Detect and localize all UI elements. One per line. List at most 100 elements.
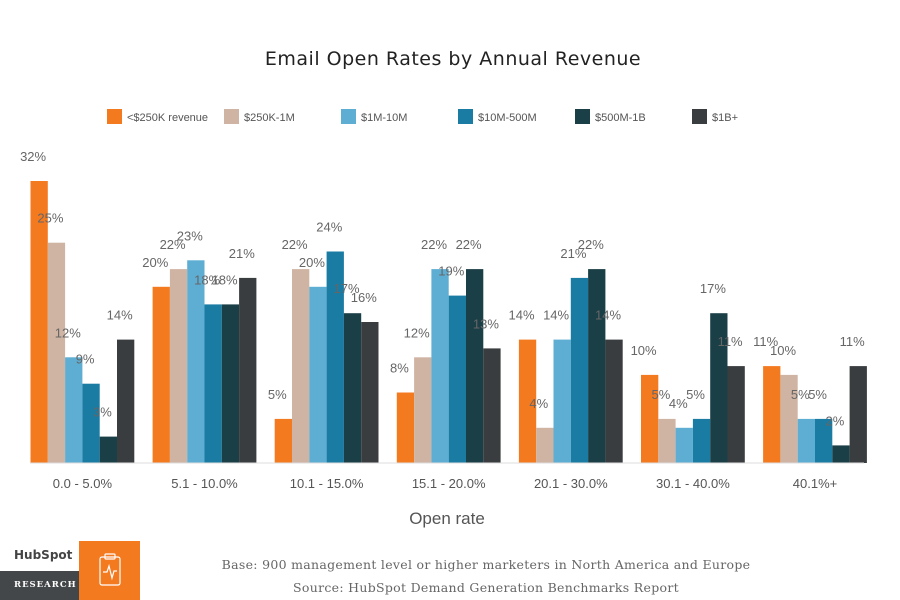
value-label-250k-1m-2: 22% <box>160 237 186 252</box>
value-label-1m-10m-2: 23% <box>177 228 203 243</box>
value-label-10m-500m-2: 18% <box>194 272 220 287</box>
bar-500m-1b-4 <box>466 269 484 463</box>
clipboard-icon <box>99 553 121 586</box>
bar-250k-1m-7 <box>780 374 798 463</box>
x-tick-label-6: 30.1 - 40.0% <box>656 476 730 491</box>
value-label-1m-10m-5: 14% <box>543 308 569 323</box>
bar-1m-10m-4 <box>431 269 449 463</box>
value-label-250k-revenue-2: 20% <box>142 255 168 270</box>
value-label-250k-1m-1: 25% <box>37 211 63 226</box>
value-label-1b-6: 11% <box>718 334 743 349</box>
bar-1b-2 <box>239 277 257 463</box>
bar-10m-500m-3 <box>326 251 344 463</box>
bar-250k-revenue-3 <box>274 418 292 463</box>
value-label-250k-1m-5: 4% <box>529 396 548 411</box>
bar-500m-1b-2 <box>221 304 240 463</box>
value-label-1b-1: 14% <box>107 308 133 323</box>
value-label-250k-revenue-7: 11% <box>753 334 778 349</box>
x-axis-ticks: 0.0 - 5.0% 5.1 - 10.0% 10.1 - 15.0% 15.1 - … <box>53 476 837 491</box>
value-label-10m-500m-3: 24% <box>316 220 342 235</box>
legend-swatch-10m-500m <box>458 109 473 124</box>
bar-1b-4 <box>483 348 501 463</box>
legend-label-1m-10m: $1M-10M <box>361 112 407 124</box>
value-label-250k-1m-7: 10% <box>770 343 796 358</box>
value-label-250k-revenue-1: 32% <box>20 149 46 164</box>
bar-250k-revenue-4 <box>396 392 415 463</box>
value-label-10m-500m-1: 9% <box>76 352 95 367</box>
bar-1b-3 <box>361 322 379 463</box>
bar-250k-1m-3 <box>292 269 310 463</box>
legend-swatch-1b <box>692 109 707 124</box>
bar-250k-1m-2 <box>169 269 188 463</box>
bar-250k-1m-4 <box>414 357 432 464</box>
bar-10m-500m-2 <box>204 304 222 463</box>
chart-title: Email Open Rates by Annual Revenue <box>265 48 641 70</box>
bar-500m-1b-7 <box>832 445 850 463</box>
x-tick-label-1: 0.0 - 5.0% <box>53 476 113 491</box>
bar-1b-1 <box>117 339 135 463</box>
value-label-1b-5: 14% <box>595 308 621 323</box>
x-tick-label-3: 10.1 - 15.0% <box>290 476 364 491</box>
bar-1m-10m-2 <box>187 260 205 463</box>
bar-250k-revenue-1 <box>30 181 48 463</box>
bar-250k-revenue-2 <box>152 286 170 464</box>
value-label-10m-500m-5: 21% <box>560 246 586 261</box>
value-label-1m-10m-3: 20% <box>299 255 325 270</box>
bar-1b-5 <box>605 339 623 463</box>
value-label-1m-10m-1: 12% <box>55 325 81 340</box>
bar-10m-500m-6 <box>692 418 711 463</box>
base-note: Base: 900 management level or higher mar… <box>222 557 751 572</box>
x-tick-label-4: 15.1 - 20.0% <box>412 476 486 491</box>
legend-label-1b: $1B+ <box>712 112 738 124</box>
hubspot-research-badge: HubSpot RESEARCH <box>0 541 140 600</box>
value-label-10m-500m-7: 5% <box>808 387 827 402</box>
bar-1m-10m-5 <box>553 339 571 463</box>
bar-10m-500m-1 <box>82 383 100 463</box>
source-note: Source: HubSpot Demand Generation Benchm… <box>293 580 679 595</box>
legend-label-250k-revenue: <$250K revenue <box>127 112 208 124</box>
bar-250k-1m-5 <box>536 427 554 464</box>
research-bar <box>0 571 79 600</box>
bar-500m-1b-3 <box>343 313 362 463</box>
value-label-10m-500m-4: 19% <box>438 264 464 279</box>
x-tick-label-2: 5.1 - 10.0% <box>171 476 238 491</box>
legend-swatch-1m-10m <box>341 109 356 124</box>
value-label-500m-1b-6: 17% <box>700 281 726 296</box>
bar-500m-1b-6 <box>710 313 728 463</box>
value-label-250k-1m-4: 12% <box>404 325 430 340</box>
hubspot-logo: HubSpot <box>14 548 73 562</box>
legend-label-10m-500m: $10M-500M <box>478 112 537 124</box>
value-label-500m-1b-5: 22% <box>578 237 604 252</box>
value-label-1b-4: 13% <box>473 316 499 331</box>
value-label-250k-revenue-3: 5% <box>268 387 287 402</box>
legend-label-500m-1b: $500M-1B <box>595 112 646 124</box>
value-label-500m-1b-4: 22% <box>456 237 482 252</box>
legend-swatch-500m-1b <box>575 109 590 124</box>
value-label-1b-2: 21% <box>229 246 255 261</box>
bar-10m-500m-4 <box>448 295 466 463</box>
bar-10m-500m-7 <box>815 418 833 463</box>
value-label-500m-1b-2: 18% <box>211 272 237 287</box>
value-label-1m-10m-4: 22% <box>421 237 447 252</box>
bar-250k-1m-1 <box>47 242 66 463</box>
bar-1m-10m-6 <box>675 427 693 464</box>
value-label-1m-10m-7: 5% <box>791 387 810 402</box>
x-axis-title: Open rate <box>409 509 485 528</box>
bar-500m-1b-1 <box>99 436 117 463</box>
bar-250k-revenue-5 <box>518 339 537 463</box>
bar-1m-10m-7 <box>797 418 815 463</box>
value-label-1b-7: 11% <box>840 334 865 349</box>
value-label-1m-10m-6: 4% <box>669 396 688 411</box>
value-label-250k-revenue-4: 8% <box>390 361 409 376</box>
bar-10m-500m-5 <box>570 277 589 463</box>
value-label-250k-revenue-6: 10% <box>631 343 657 358</box>
bar-250k-1m-6 <box>658 418 676 463</box>
bar-1m-10m-1 <box>65 357 83 464</box>
bar-1b-7 <box>849 366 867 463</box>
value-label-1b-3: 16% <box>351 290 377 305</box>
value-label-10m-500m-6: 5% <box>686 387 705 402</box>
value-label-500m-1b-3: 17% <box>333 281 359 296</box>
bar-250k-revenue-6 <box>641 374 659 463</box>
bar-1b-6 <box>727 366 745 463</box>
